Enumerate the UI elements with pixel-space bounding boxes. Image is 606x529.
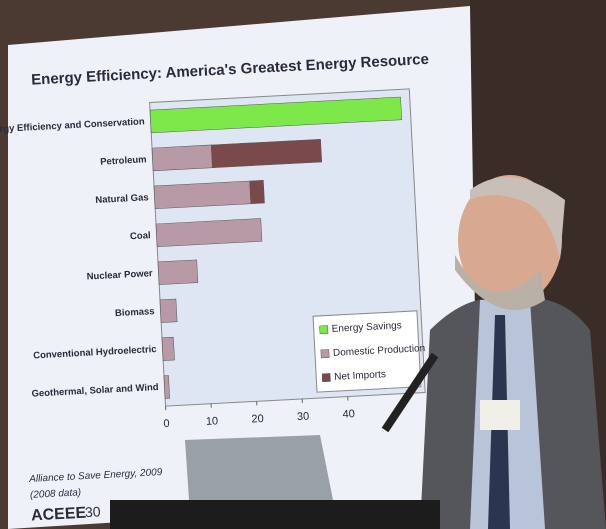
bar bbox=[152, 145, 212, 171]
bar bbox=[158, 260, 198, 285]
bar bbox=[250, 180, 265, 203]
y-tick-label: Biomass bbox=[115, 306, 155, 319]
x-tick-label: 10 bbox=[206, 415, 219, 428]
name-badge bbox=[480, 400, 520, 430]
bar bbox=[164, 375, 170, 398]
legend-swatch bbox=[320, 326, 328, 334]
logo-badge: 30 bbox=[85, 503, 102, 520]
photo: Energy Efficiency: America's Greatest En… bbox=[0, 0, 606, 529]
bar bbox=[162, 337, 175, 360]
bar bbox=[160, 299, 177, 323]
logo: ACEEE bbox=[31, 505, 87, 525]
x-tick-label: 0 bbox=[163, 418, 170, 430]
y-tick-label: Coal bbox=[130, 230, 151, 242]
legend-swatch bbox=[322, 373, 330, 381]
bar bbox=[154, 181, 251, 209]
x-tick-label: 20 bbox=[251, 413, 264, 426]
x-tick-label: 30 bbox=[297, 411, 310, 424]
podium bbox=[110, 500, 440, 529]
x-tick-label: 40 bbox=[342, 408, 355, 421]
legend-swatch bbox=[321, 349, 329, 357]
